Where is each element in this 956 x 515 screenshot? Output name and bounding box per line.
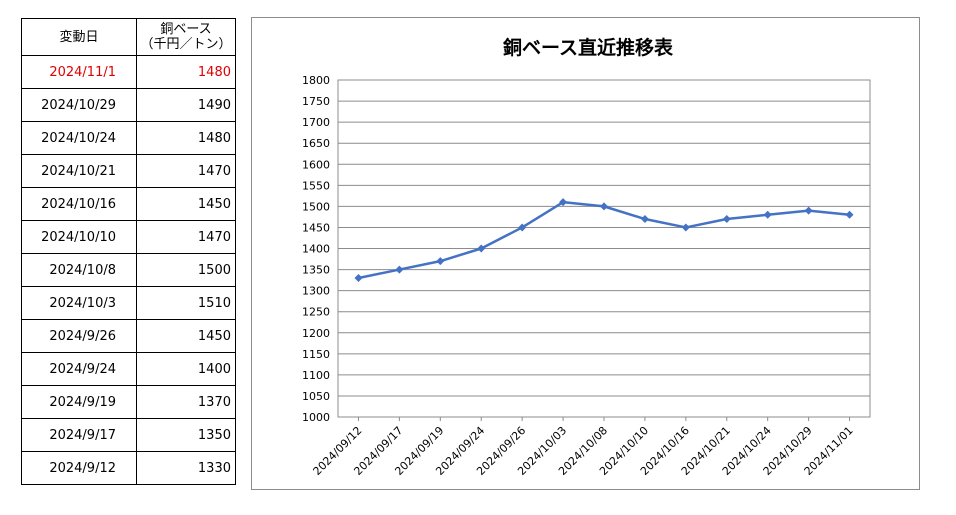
row-date: 2024/9/26 <box>21 319 137 353</box>
table-row: 2024/11/1 1480 <box>21 55 236 89</box>
y-tick-label: 1050 <box>302 390 330 403</box>
data-point <box>845 210 854 219</box>
row-price: 1330 <box>136 451 236 485</box>
row-price: 1510 <box>136 286 236 320</box>
row-date: 2024/9/24 <box>21 352 137 386</box>
row-date: 2024/9/12 <box>21 451 137 485</box>
y-tick-label: 1800 <box>302 74 330 87</box>
row-price: 1370 <box>136 385 236 419</box>
table-row: 2024/9/26 1450 <box>21 319 236 353</box>
row-date: 2024/10/29 <box>21 88 137 122</box>
data-point <box>395 265 404 274</box>
row-date: 2024/9/17 <box>21 418 137 452</box>
data-point <box>763 210 772 219</box>
y-tick-label: 1450 <box>302 221 330 234</box>
y-tick-label: 1550 <box>302 179 330 192</box>
table-row: 2024/9/17 1350 <box>21 418 236 452</box>
row-date: 2024/10/21 <box>21 154 137 188</box>
line-chart: 銅ベース直近推移表 1000 1050 1100 1150 1200 1250 1300 13… <box>302 36 871 478</box>
table-row: 2024/9/24 1400 <box>21 352 236 386</box>
data-point <box>600 202 608 211</box>
y-tick-label: 1700 <box>302 116 330 129</box>
data-point <box>640 215 649 224</box>
row-price: 1450 <box>136 187 236 221</box>
series-line <box>358 200 850 280</box>
chart-title: 銅ベース直近推移表 <box>503 36 674 59</box>
row-price: 1350 <box>136 418 236 452</box>
y-tick-label: 1150 <box>302 348 330 361</box>
table-row: 2024/10/10 1470 <box>21 220 236 254</box>
table-row: 2024/10/8 1500 <box>21 253 236 287</box>
header-price-line2: （千円／トン） <box>140 37 232 52</box>
row-price: 1450 <box>136 319 236 353</box>
data-point <box>354 273 363 282</box>
y-tick-label: 1000 <box>302 411 330 424</box>
header-price-line1: 銅ベース <box>160 22 212 37</box>
data-point <box>804 206 813 215</box>
table-row: 2024/10/3 1510 <box>21 286 236 320</box>
data-point <box>681 223 690 232</box>
data-point <box>477 244 486 253</box>
row-date: 2024/9/19 <box>21 385 137 419</box>
chart-frame: 銅ベース直近推移表 1000 1050 1100 1150 1200 1250 1300 13… <box>251 17 920 490</box>
row-price: 1500 <box>136 253 236 287</box>
row-price: 1400 <box>136 352 236 386</box>
table-row: 2024/9/19 1370 <box>21 385 236 419</box>
row-date: 2024/10/10 <box>21 220 137 254</box>
y-tick-label: 1300 <box>302 285 330 298</box>
table-row: 2024/10/29 1490 <box>21 88 236 122</box>
header-price: 銅ベース （千円／トン） <box>136 18 236 56</box>
row-date: 2024/10/8 <box>21 253 137 287</box>
row-date: 2024/10/24 <box>21 121 137 155</box>
row-price: 1470 <box>136 154 236 188</box>
y-tick-label: 1750 <box>302 95 330 108</box>
row-price: 1470 <box>136 220 236 254</box>
y-tick-label: 1350 <box>302 264 330 277</box>
row-date: 2024/11/1 <box>21 55 137 89</box>
y-tick-label: 1500 <box>302 200 330 213</box>
header-date: 変動日 <box>21 18 137 56</box>
y-tick-label: 1250 <box>302 306 330 319</box>
data-point <box>436 257 445 266</box>
table-header-row: 変動日 銅ベース （千円／トン） <box>21 18 236 56</box>
row-date: 2024/10/3 <box>21 286 137 320</box>
table-row: 2024/10/21 1470 <box>21 154 236 188</box>
price-table: 変動日 銅ベース （千円／トン） 2024/11/1 1480 2024/10/29… <box>21 18 236 485</box>
row-date: 2024/10/16 <box>21 187 137 221</box>
row-price: 1480 <box>136 55 236 89</box>
table-row: 2024/9/12 1330 <box>21 451 236 485</box>
data-point <box>559 198 568 207</box>
table-row: 2024/10/24 1480 <box>21 121 236 155</box>
y-tick-label: 1600 <box>302 158 330 171</box>
y-tick-label: 1100 <box>302 369 330 382</box>
y-tick-label: 1400 <box>302 243 330 256</box>
data-point <box>518 223 527 232</box>
table-row: 2024/10/16 1450 <box>21 187 236 221</box>
y-tick-label: 1200 <box>302 327 330 340</box>
row-price: 1490 <box>136 88 236 122</box>
y-tick-label: 1650 <box>302 137 330 150</box>
row-price: 1480 <box>136 121 236 155</box>
data-point <box>722 215 731 224</box>
